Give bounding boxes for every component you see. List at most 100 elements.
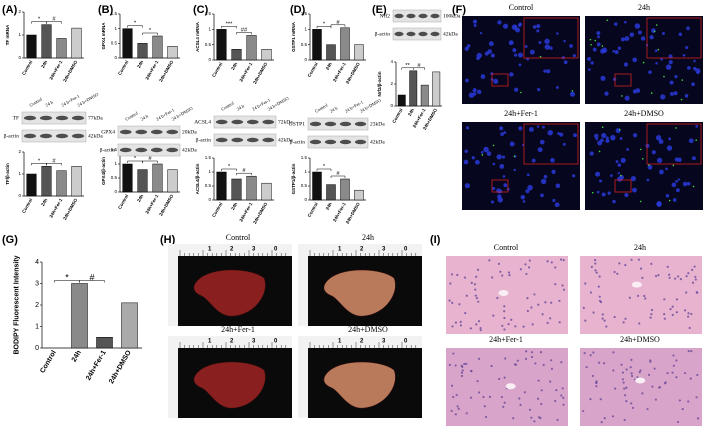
significance-mark: # [336, 20, 340, 26]
nucleus [589, 151, 594, 156]
cell-nucleus [512, 417, 515, 420]
significance-bracket [330, 175, 346, 178]
y-tick-label: 0 [304, 57, 307, 62]
y-tick-label: 0 [114, 55, 117, 60]
nucleus [532, 25, 537, 29]
cell-nucleus [663, 317, 666, 320]
nucleus [665, 167, 668, 171]
cell-nucleus [675, 376, 678, 379]
y-tick-label: 0 [390, 103, 393, 108]
lane-label: Control [314, 102, 329, 114]
cell-nucleus [463, 362, 466, 366]
micrograph [462, 122, 580, 210]
ruler-number: 3 [252, 339, 256, 345]
nucleus [476, 89, 482, 95]
cell-nucleus [582, 306, 585, 309]
cell-nucleus [533, 420, 536, 423]
nucleus [492, 162, 496, 166]
significance-bracket [142, 32, 158, 35]
blot-band [166, 147, 179, 153]
y-tick-label: 3 [35, 280, 39, 287]
cell-nucleus [666, 371, 669, 375]
nucleus [661, 31, 665, 36]
cell-nucleus [605, 325, 608, 328]
y-axis-label: ACSL4/β-actin [195, 163, 200, 194]
nucleus [668, 54, 673, 59]
nucleus [569, 91, 576, 97]
cell-nucleus [554, 399, 557, 403]
lane-label: Control [124, 110, 139, 122]
ruler-number: 1 [208, 247, 212, 253]
cell-nucleus [623, 418, 626, 422]
bar [96, 337, 113, 349]
micrograph-label: 24h [638, 3, 650, 12]
y-tick-label: 0 [208, 197, 211, 202]
cell-nucleus [500, 395, 503, 399]
cell-nucleus [536, 397, 540, 400]
significance-bracket [46, 21, 62, 24]
significance-mark: # [336, 171, 340, 177]
cell-nucleus [687, 272, 690, 275]
x-tick-label: Control [117, 194, 129, 210]
nucleus [658, 169, 664, 175]
nucleus [554, 202, 560, 208]
nucleus [624, 192, 629, 198]
y-tick-label: 1 [18, 32, 21, 37]
significance-mark: * [149, 28, 152, 34]
cell-nucleus [647, 373, 651, 376]
cell-nucleus [649, 316, 652, 319]
nucleus [654, 49, 658, 53]
nucleus [656, 201, 662, 206]
histology-label: 24h+Fer-1 [489, 335, 523, 344]
lipid-spot [680, 98, 683, 101]
cell-nucleus [602, 362, 606, 365]
cell-nucleus [589, 354, 592, 357]
x-tick-label: 24h [230, 61, 238, 70]
nucleus [597, 35, 600, 39]
bar [71, 283, 88, 349]
vessel [631, 281, 642, 288]
nucleus [543, 174, 548, 179]
bar [420, 84, 429, 107]
x-tick-label: 24h+Fer-1 [48, 197, 63, 218]
size-label: 42kDa [278, 137, 293, 143]
nucleus [626, 148, 630, 151]
lane-label: 24 h+DMSO [359, 97, 382, 113]
nucleus [463, 159, 469, 165]
nucleus [500, 132, 504, 137]
cell-nucleus [456, 273, 459, 277]
blot-band [262, 119, 275, 125]
micrograph-label: 24h+DMSO [624, 109, 664, 118]
cell-nucleus [528, 266, 531, 269]
vessel [635, 377, 646, 384]
protein-label: β-actin [4, 133, 20, 139]
significance-mark: # [417, 63, 421, 69]
nucleus [543, 69, 547, 73]
nucleus [669, 80, 674, 85]
x-tick-label: 24h+DMSO [62, 197, 79, 221]
nucleus [572, 54, 576, 58]
significance-mark: # [52, 17, 56, 23]
cell-nucleus [676, 420, 680, 424]
cell-nucleus [546, 260, 549, 263]
cell-nucleus [503, 401, 506, 404]
bar [152, 163, 163, 193]
nucleus [632, 187, 637, 193]
nucleus [540, 178, 547, 185]
blot-band [231, 119, 244, 125]
nucleus [531, 158, 536, 163]
nucleus [673, 91, 678, 96]
nucleus [691, 82, 695, 87]
x-tick-label: Control [21, 198, 33, 214]
lipid-spot [663, 75, 665, 78]
nucleus [646, 178, 650, 182]
nucleus [514, 87, 519, 92]
ruler [168, 336, 292, 348]
nucleus [615, 128, 621, 134]
x-tick-label: 24h [136, 193, 144, 202]
cell-nucleus [483, 405, 486, 408]
cell-nucleus [687, 400, 690, 403]
cell-nucleus [484, 415, 488, 419]
cell-nucleus [675, 298, 679, 301]
cell-nucleus [625, 400, 628, 403]
